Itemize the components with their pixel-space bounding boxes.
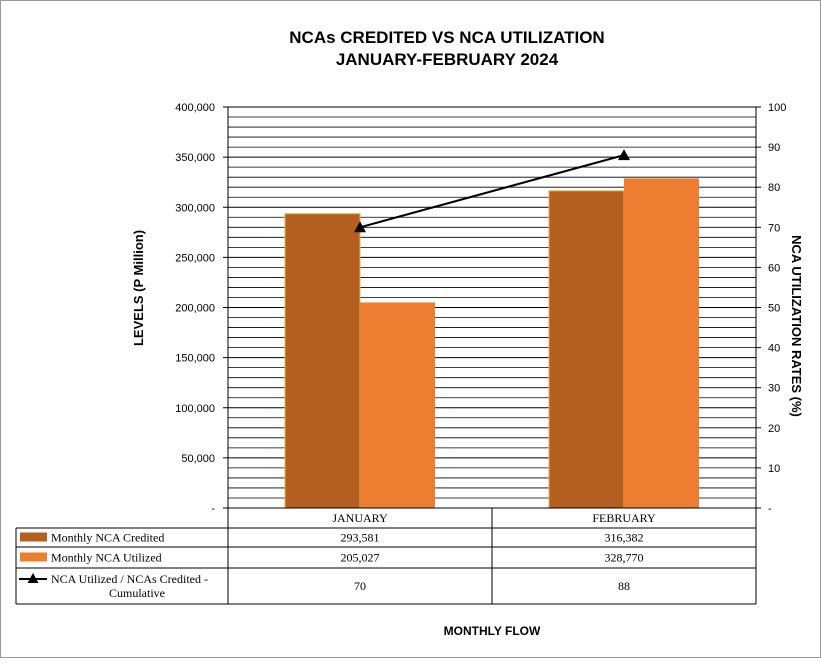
legend-label: Monthly NCA Utilized <box>51 551 162 565</box>
bar <box>624 178 699 508</box>
y-tick-label: - <box>211 503 215 515</box>
utilization-line <box>359 154 625 229</box>
table-value: 328,770 <box>605 551 644 565</box>
chart-title-line: NCAs CREDITED VS NCA UTILIZATION <box>289 28 604 47</box>
legend-label: NCA Utilized / NCAs Credited - <box>51 572 208 586</box>
y2-tick-label: 100 <box>768 102 786 114</box>
bar <box>360 302 435 508</box>
y-axis-title: LEVELS (P Million) <box>131 230 146 346</box>
y2-tick-label: 70 <box>768 222 780 234</box>
y-tick-label: 250,000 <box>175 252 215 264</box>
y2-tick-label: 10 <box>768 463 780 475</box>
legend-swatch <box>20 532 47 542</box>
y-tick-label: 100,000 <box>175 403 215 415</box>
y2-tick-label: 50 <box>768 303 780 315</box>
bar <box>284 213 361 509</box>
chart-title-line: JANUARY-FEBRUARY 2024 <box>336 50 559 69</box>
table-value: 205,027 <box>341 551 380 565</box>
utilization-marker <box>618 149 630 161</box>
category-label: FEBRUARY <box>592 511 656 525</box>
table-value: 316,382 <box>605 531 644 545</box>
y2-axis-title: NCA UTILIZATION RATES (%) <box>789 235 804 417</box>
legend-swatch <box>20 552 47 562</box>
table-value: 88 <box>618 579 630 593</box>
y2-tick-label: 20 <box>768 423 780 435</box>
utilization-marker <box>354 221 366 233</box>
category-label: JANUARY <box>332 511 388 525</box>
table-value: 293,581 <box>341 531 380 545</box>
table-value: 70 <box>354 579 366 593</box>
y2-tick-label: 80 <box>768 182 780 194</box>
y2-tick-label: 90 <box>768 142 780 154</box>
legend-label: Cumulative <box>109 586 165 600</box>
x-axis-title: MONTHLY FLOW <box>444 624 541 638</box>
y-tick-label: 300,000 <box>175 202 215 214</box>
bar <box>548 190 625 509</box>
y-tick-label: 200,000 <box>175 303 215 315</box>
y2-tick-label: 60 <box>768 262 780 274</box>
legend-marker <box>27 573 39 583</box>
y-tick-label: 350,000 <box>175 152 215 164</box>
y-tick-label: 150,000 <box>175 353 215 365</box>
y-tick-label: 400,000 <box>175 102 215 114</box>
y2-tick-label: - <box>768 503 772 515</box>
y2-tick-label: 40 <box>768 343 780 355</box>
y2-tick-label: 30 <box>768 383 780 395</box>
y-tick-label: 50,000 <box>181 453 215 465</box>
legend-label: Monthly NCA Credited <box>51 531 164 545</box>
